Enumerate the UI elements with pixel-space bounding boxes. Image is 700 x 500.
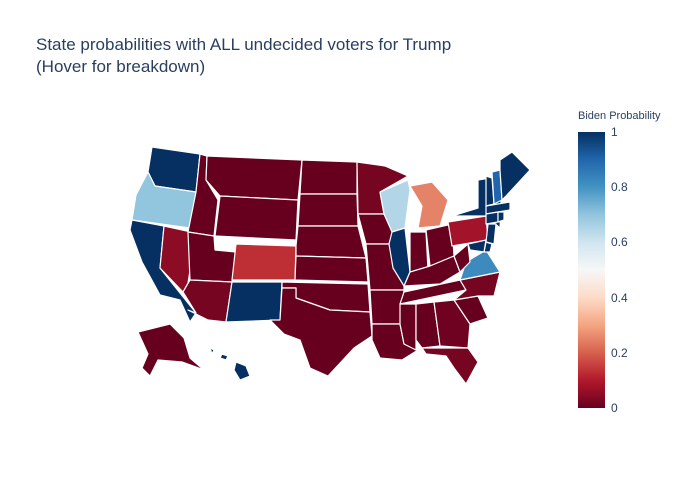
colorbar: [578, 132, 605, 408]
state-ut[interactable]: [187, 231, 237, 283]
state-ks[interactable]: [294, 255, 369, 283]
state-ms[interactable]: [399, 303, 417, 351]
states-layer: [129, 146, 531, 385]
state-va[interactable]: [459, 249, 501, 281]
state-nj[interactable]: [485, 223, 497, 245]
colorbar-tick-0.8: 0.8: [611, 180, 628, 194]
colorbar-tick-0.4: 0.4: [611, 291, 628, 305]
state-mt[interactable]: [205, 155, 303, 201]
state-ar[interactable]: [369, 289, 405, 325]
title-line-2: (Hover for breakdown): [36, 57, 206, 76]
state-in[interactable]: [409, 231, 429, 273]
state-nd[interactable]: [299, 159, 358, 195]
state-nm[interactable]: [225, 281, 283, 323]
colorbar-tick-0: 0: [611, 401, 618, 415]
state-ct[interactable]: [485, 211, 499, 225]
state-me[interactable]: [499, 151, 531, 201]
state-wy[interactable]: [214, 195, 299, 241]
title-line-1: State probabilities with ALL undecided v…: [36, 35, 452, 54]
state-wv[interactable]: [453, 243, 471, 273]
state-al[interactable]: [415, 301, 441, 349]
state-ma[interactable]: [485, 201, 511, 215]
colorbar-title: Biden Probability: [578, 110, 661, 122]
colorbar-tick-0.2: 0.2: [611, 346, 628, 360]
state-mi[interactable]: [409, 181, 449, 229]
state-md[interactable]: [467, 239, 487, 253]
state-fl[interactable]: [421, 347, 479, 385]
chart-title: State probabilities with ALL undecided v…: [36, 34, 451, 78]
colorbar-tick-0.6: 0.6: [611, 235, 628, 249]
state-ri[interactable]: [497, 211, 505, 223]
state-wa[interactable]: [147, 146, 201, 193]
state-ak[interactable]: [137, 323, 205, 377]
colorbar-tick-1: 1: [611, 125, 618, 139]
state-tx[interactable]: [269, 287, 373, 377]
state-sd[interactable]: [297, 193, 359, 227]
state-hi[interactable]: [209, 347, 251, 381]
state-co[interactable]: [231, 243, 297, 281]
state-ne[interactable]: [295, 225, 367, 259]
state-ga[interactable]: [433, 299, 471, 349]
